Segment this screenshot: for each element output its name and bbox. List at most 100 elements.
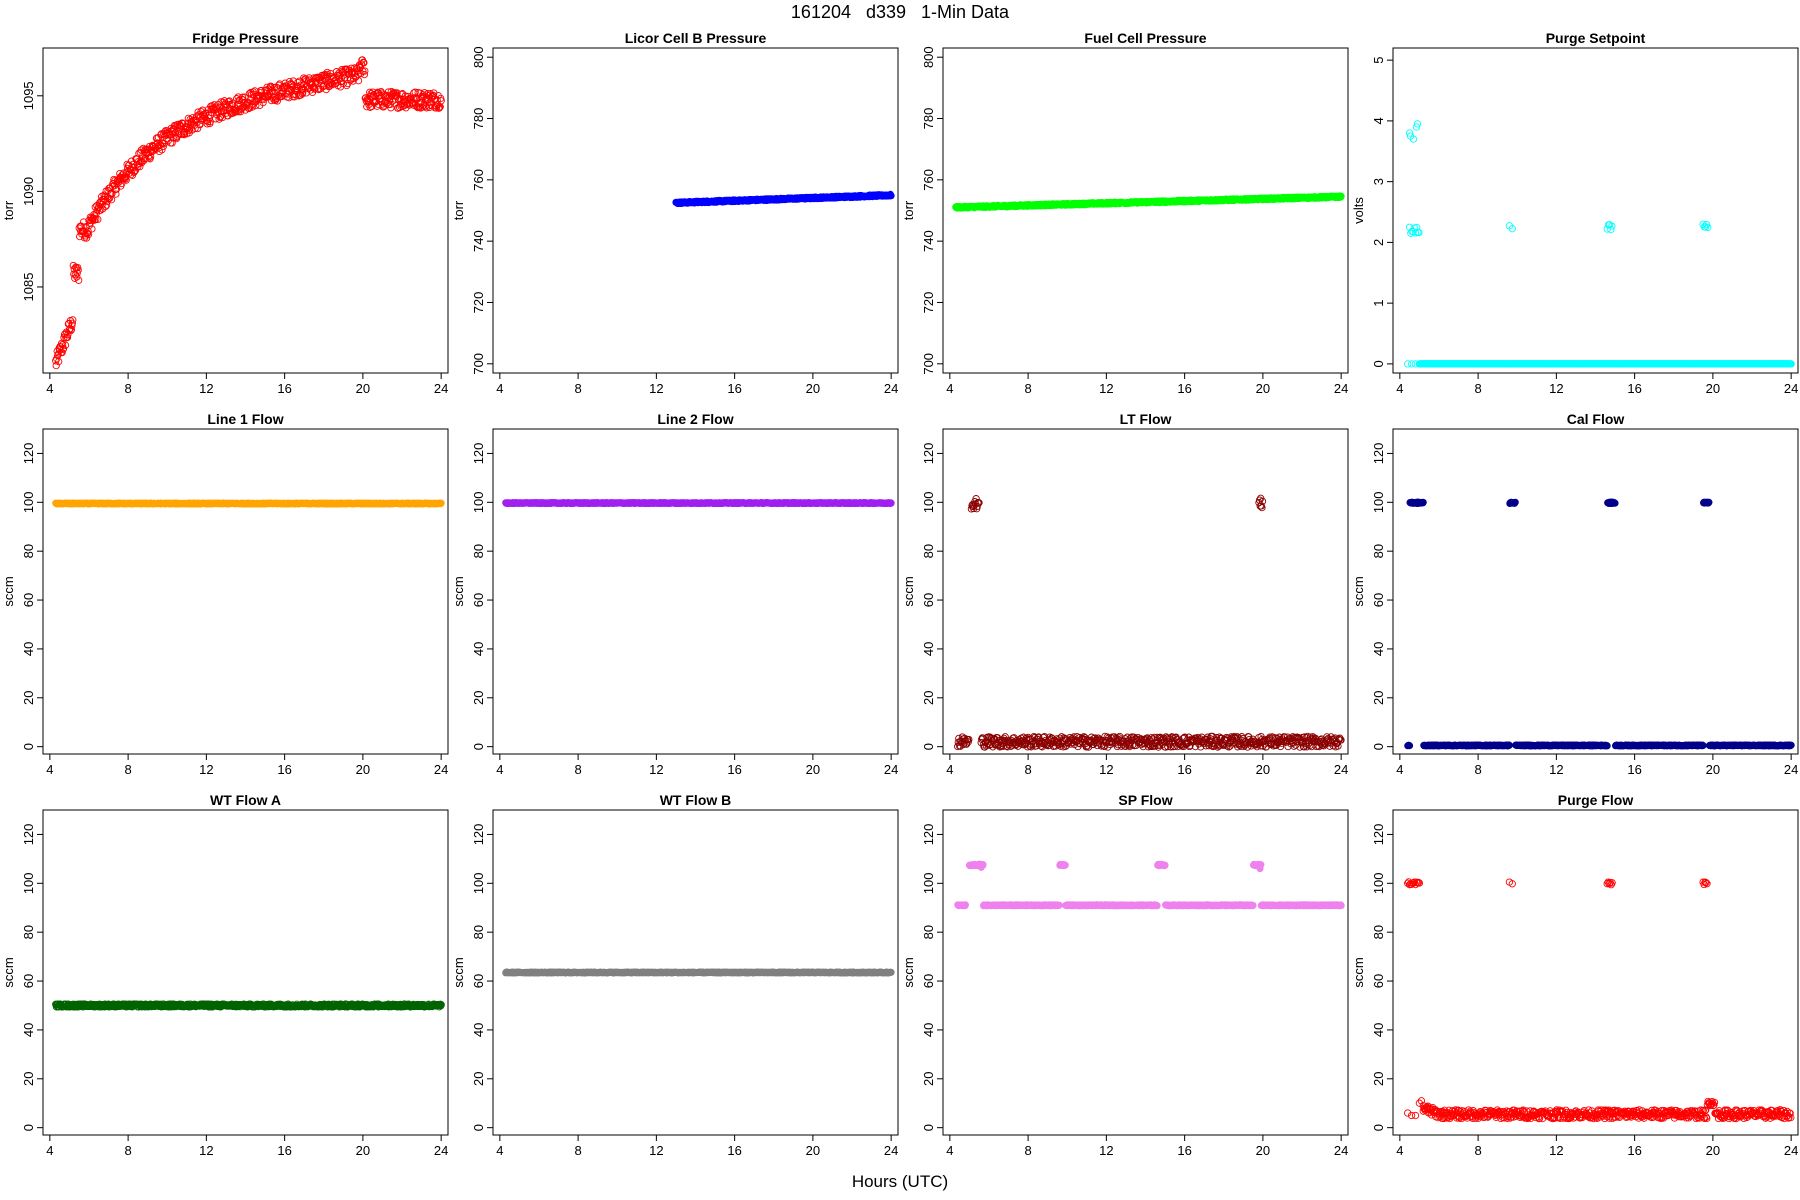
x-tick-label: 8 — [1024, 381, 1031, 396]
chart-title: Purge Setpoint — [1546, 30, 1646, 46]
y-tick-label: 5 — [1371, 57, 1386, 64]
data-point — [149, 143, 158, 151]
data-point — [359, 58, 368, 66]
y-tick-label: 1095 — [21, 81, 36, 110]
data-point — [171, 122, 180, 130]
x-tick-label: 12 — [649, 381, 663, 396]
x-tick-label: 16 — [277, 762, 291, 777]
y-tick-label: 0 — [1371, 360, 1386, 367]
data-point — [84, 230, 93, 239]
y-tick-label: 780 — [471, 108, 486, 130]
y-tick-label: 1085 — [21, 273, 36, 302]
y-tick-label: 100 — [21, 491, 36, 513]
x-tick-label: 16 — [1177, 381, 1191, 396]
x-tick-label: 4 — [46, 381, 53, 396]
plot-frame — [492, 428, 899, 755]
x-tick-label: 4 — [46, 762, 53, 777]
data-point — [74, 263, 82, 272]
data-point — [58, 348, 66, 357]
data-point — [1405, 129, 1414, 137]
x-tick-label: 20 — [806, 381, 820, 396]
y-tick-label: 3 — [1371, 178, 1386, 185]
data-point — [373, 88, 382, 96]
data-point — [1407, 360, 1416, 368]
y-tick-label: 760 — [921, 169, 936, 191]
data-point — [1406, 132, 1415, 140]
data-point — [61, 341, 70, 349]
data-point — [323, 68, 331, 77]
plot-frame — [492, 47, 899, 374]
y-tick-label: 720 — [471, 292, 486, 314]
data-point — [69, 316, 77, 324]
y-axis-label: torr — [1, 200, 16, 220]
data-points — [952, 192, 1345, 212]
data-points — [1404, 120, 1795, 368]
x-tick-label: 24 — [1784, 381, 1798, 396]
data-point — [193, 124, 202, 133]
x-tick-label: 24 — [884, 381, 898, 396]
x-tick-label: 8 — [574, 381, 581, 396]
data-points — [52, 56, 445, 370]
data-point — [887, 192, 895, 200]
data-point — [361, 67, 369, 75]
y-tick-label: 740 — [921, 230, 936, 252]
data-point — [1704, 223, 1712, 231]
data-point — [145, 154, 153, 162]
y-tick-label: 4 — [1371, 117, 1386, 124]
data-point — [289, 77, 298, 85]
plot-frame — [1392, 47, 1799, 374]
x-tick-label: 20 — [356, 762, 370, 777]
chart-title: Line 1 Flow — [207, 411, 283, 427]
data-point — [360, 59, 368, 67]
data-point — [90, 216, 99, 224]
data-point — [415, 103, 424, 111]
y-tick-label: 80 — [21, 544, 36, 558]
y-tick-label: 760 — [471, 169, 486, 191]
data-point — [403, 100, 412, 108]
x-tick-label: 12 — [199, 381, 213, 396]
y-tick-label: 60 — [21, 593, 36, 607]
data-point — [360, 70, 369, 79]
y-tick-label: 2 — [1371, 239, 1386, 246]
data-point — [393, 89, 401, 97]
y-axis-label: volts — [1351, 197, 1366, 224]
data-point — [302, 75, 310, 83]
x-tick-label: 4 — [946, 381, 953, 396]
data-point — [216, 112, 225, 121]
y-axis-label: sccm — [1, 576, 16, 606]
data-point — [52, 361, 60, 370]
data-point — [1787, 360, 1795, 368]
data-point — [212, 115, 220, 123]
data-point — [168, 139, 176, 147]
y-tick-label: 0 — [21, 743, 36, 750]
data-point — [169, 134, 177, 142]
data-point — [63, 333, 72, 342]
data-point — [214, 108, 223, 116]
x-tick-label: 4 — [1396, 381, 1403, 396]
y-tick-label: 1 — [1371, 300, 1386, 307]
plot-frame — [42, 47, 449, 374]
x-tick-label: 16 — [277, 381, 291, 396]
data-point — [354, 77, 363, 85]
data-point — [1412, 123, 1421, 131]
data-point — [1415, 228, 1423, 237]
y-tick-label: 120 — [21, 443, 36, 465]
y-tick-label: 800 — [921, 46, 936, 68]
plot-frame — [42, 428, 449, 755]
x-tick-label: 20 — [1256, 381, 1270, 396]
data-point — [285, 94, 293, 102]
data-point — [1607, 225, 1615, 234]
x-tick-label: 12 — [1099, 381, 1113, 396]
data-point — [252, 101, 260, 110]
plot-frame — [942, 47, 1349, 374]
data-point — [68, 319, 76, 327]
data-point — [74, 266, 82, 274]
data-point — [75, 276, 83, 284]
data-point — [58, 341, 67, 349]
data-point — [82, 234, 91, 242]
data-point — [433, 96, 441, 104]
data-point — [357, 69, 365, 78]
data-point — [234, 100, 242, 109]
x-tick-label: 24 — [434, 381, 448, 396]
y-axis-label: torr — [901, 200, 916, 220]
